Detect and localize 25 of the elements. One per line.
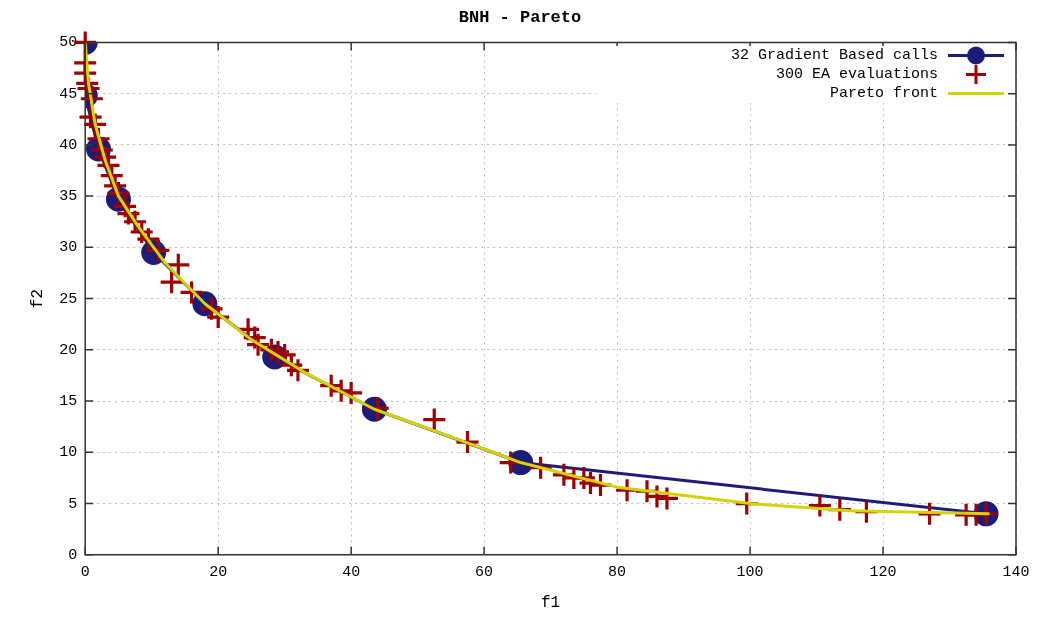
x-tick-label: 40 — [342, 563, 361, 581]
y-tick-label: 30 — [59, 239, 78, 257]
y-tick-label: 45 — [59, 85, 78, 103]
y-tick-label: 25 — [59, 290, 78, 308]
x-tick-label: 60 — [475, 563, 494, 581]
y-tick-label: 0 — [68, 546, 78, 564]
chart-title: BNH - Pareto — [458, 8, 582, 28]
x-tick-label: 20 — [209, 563, 228, 581]
x-tick-label: 140 — [1002, 563, 1030, 581]
legend-label: 32 Gradient Based calls — [730, 47, 938, 65]
y-tick-label: 35 — [59, 188, 78, 206]
y-tick-label: 20 — [59, 341, 78, 359]
x-axis-title: f1 — [541, 593, 561, 612]
y-tick-label: 15 — [59, 393, 78, 411]
y-axis-title: f2 — [28, 289, 47, 309]
x-tick-label: 120 — [869, 563, 897, 581]
y-tick-label: 10 — [59, 444, 78, 462]
x-tick-label: 80 — [608, 563, 627, 581]
legend-label: 300 EA evaluations — [775, 66, 938, 84]
legend-label: Pareto front — [829, 85, 938, 103]
x-tick-label: 0 — [80, 563, 90, 581]
y-tick-label: 40 — [59, 136, 78, 154]
y-tick-label: 5 — [68, 495, 78, 513]
x-tick-label: 100 — [736, 563, 764, 581]
y-tick-label: 50 — [59, 34, 78, 52]
